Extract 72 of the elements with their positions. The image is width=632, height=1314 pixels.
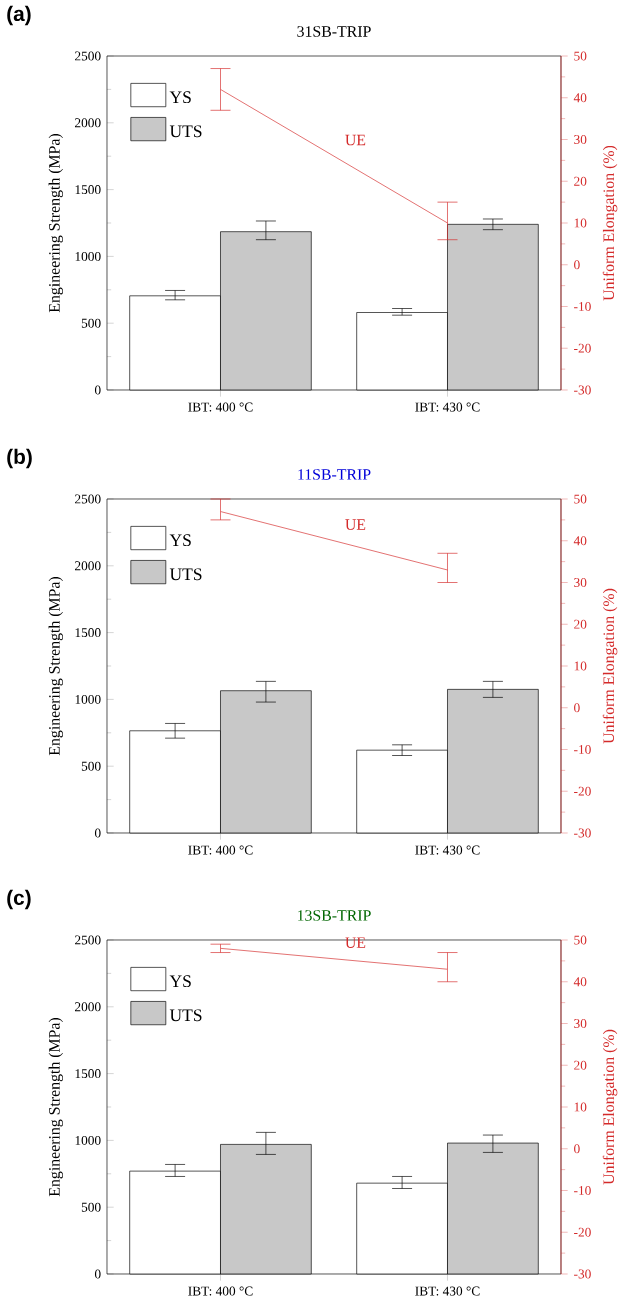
y-tick-label: 500	[81, 318, 101, 328]
legend-label: UTS	[169, 1009, 202, 1022]
y-tick-label: 0	[94, 1269, 101, 1279]
text: (a)	[7, 5, 31, 26]
y-tick-label: 2000	[75, 561, 101, 571]
y2-tick-label: 50	[574, 51, 587, 61]
legend-label: UTS	[169, 568, 202, 581]
chart-title: 13SB-TRIP	[297, 910, 371, 921]
y2-tick-label: 40	[573, 977, 587, 987]
y2-tick-label: -20	[574, 1227, 591, 1237]
y-tick-label: 2000	[75, 1002, 101, 1012]
chart-title: 31SB-TRIP	[297, 26, 371, 37]
x-tick-label: IBT: 430 °C	[415, 1286, 480, 1296]
y2-axis-title: Uniform Elongation (%)	[602, 588, 618, 744]
x-tick-label: IBT: 400 °C	[188, 1286, 253, 1296]
x-tick-label: IBT: 400 °C	[188, 845, 253, 855]
y2-tick-label: 30	[574, 578, 587, 588]
y2-tick-label: 0	[574, 703, 580, 713]
y2-tick-label: -20	[574, 343, 591, 353]
y-axis-title: Engineering Strength (MPa)	[48, 576, 64, 756]
y-tick-label: 500	[81, 1202, 101, 1212]
y-tick-label: 1000	[75, 694, 101, 704]
y2-axis-title: Uniform Elongation (%)	[602, 145, 618, 301]
y2-tick-label: 10	[574, 218, 587, 228]
y-axis-title: Engineering Strength (MPa)	[48, 1017, 64, 1197]
series-label: UE	[345, 134, 366, 146]
y-tick-label: 0	[94, 385, 101, 395]
y-tick-label: 2500	[75, 51, 101, 61]
y2-axis-title: Uniform Elongation (%)	[602, 1029, 618, 1185]
y2-tick-label: 30	[574, 135, 587, 145]
chart-title: 11SB-TRIP	[298, 469, 371, 480]
x-tick-label: IBT: 430 °C	[415, 402, 480, 412]
y2-tick-label: 50	[574, 935, 587, 945]
legend-label: UTS	[169, 125, 202, 138]
y-tick-label: 2500	[75, 935, 101, 945]
y2-tick-label: 50	[574, 494, 587, 504]
y2-tick-label: 10	[574, 661, 587, 671]
legend-label: YS	[169, 534, 191, 547]
y2-tick-label: 20	[574, 619, 587, 629]
legend-label: YS	[169, 91, 191, 104]
y2-tick-label: -30	[574, 828, 591, 838]
series-label: UE	[345, 937, 366, 948]
y2-tick-label: -30	[574, 1269, 591, 1279]
y-tick-label: 2500	[75, 494, 101, 504]
y2-tick-label: 20	[574, 176, 587, 186]
y2-tick-label: -10	[574, 1186, 591, 1195]
legend-label: YS	[169, 975, 191, 988]
y-tick-label: 1500	[75, 1069, 101, 1079]
y2-tick-label: -20	[574, 786, 591, 796]
y-tick-label: 1500	[75, 185, 101, 195]
y2-tick-label: -10	[574, 302, 591, 311]
y-tick-label: 1000	[75, 1135, 101, 1145]
y2-tick-label: 20	[574, 1060, 587, 1070]
y-axis-title: Engineering Strength (MPa)	[48, 134, 64, 313]
y-tick-label: 1500	[75, 628, 101, 638]
y2-tick-label: 40	[573, 536, 587, 546]
y2-tick-label: 30	[574, 1019, 587, 1028]
text: (c)	[7, 889, 31, 910]
y2-tick-label: 40	[573, 93, 587, 103]
y-tick-label: 2000	[75, 118, 101, 128]
y-tick-label: 500	[81, 761, 101, 771]
x-tick-label: IBT: 400 °C	[188, 402, 253, 412]
y-tick-label: 0	[94, 828, 101, 838]
y2-tick-label: -10	[574, 745, 591, 754]
y2-tick-label: 0	[574, 260, 580, 270]
y2-tick-label: 10	[574, 1102, 587, 1112]
x-tick-label: IBT: 430 °C	[415, 845, 480, 855]
y2-tick-label: -30	[574, 385, 591, 395]
y-tick-label: 1000	[75, 251, 101, 261]
series-label: UE	[345, 519, 366, 530]
text: (b)	[7, 448, 32, 469]
y2-tick-label: 0	[574, 1144, 580, 1154]
